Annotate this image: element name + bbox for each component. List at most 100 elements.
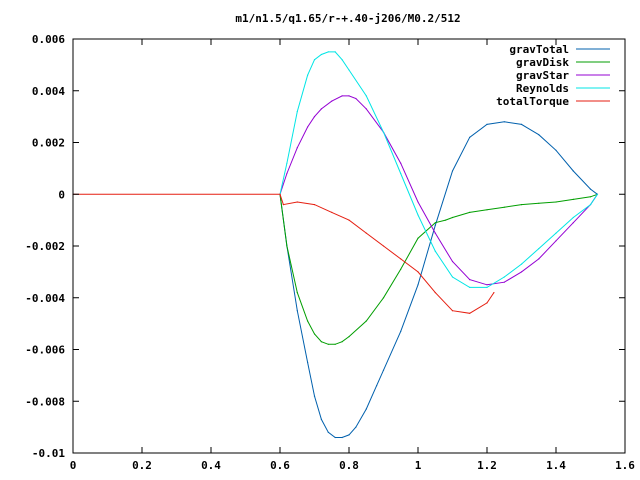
data-point-totalTorque [469, 312, 471, 314]
x-tick-label: 1.2 [477, 459, 497, 472]
data-point-totalTorque [331, 211, 333, 213]
data-point-gravTotal [334, 436, 336, 439]
legend: gravTotalgravDiskgravStarReynoldstotalTo… [496, 43, 610, 108]
data-point-gravDisk [538, 202, 540, 204]
data-point-gravStar [313, 116, 316, 118]
data-point-gravStar [417, 201, 419, 203]
data-point-Reynolds [320, 53, 322, 56]
y-tick-label: 0.002 [32, 137, 65, 150]
data-point-gravStar [365, 108, 367, 110]
x-tick-label: 0.6 [270, 459, 290, 472]
data-point-gravDisk [434, 222, 436, 224]
data-point-gravStar [572, 222, 574, 224]
data-point-gravDisk [451, 216, 454, 219]
y-tick-label: -0.004 [25, 292, 65, 305]
data-point-Reynolds [451, 276, 454, 278]
data-point-gravDisk [348, 336, 350, 338]
data-point-gravStar [341, 95, 343, 97]
data-point-gravDisk [382, 297, 385, 299]
x-tick-label: 1 [415, 459, 422, 472]
data-point-gravDisk [469, 211, 471, 213]
data-point-gravTotal [307, 361, 309, 363]
data-point-gravDisk [589, 196, 592, 198]
y-tick-label: -0.002 [25, 240, 65, 253]
data-point-gravDisk [503, 206, 505, 208]
data-point-totalTorque [486, 302, 488, 304]
data-point-Reynolds [365, 95, 367, 97]
data-point-gravStar [469, 279, 471, 281]
data-point-gravDisk [307, 320, 309, 322]
data-point-totalTorque [400, 258, 402, 260]
data-point-gravTotal [355, 426, 357, 428]
data-point-Reynolds [400, 172, 402, 175]
data-point-gravDisk [296, 292, 298, 294]
data-point-gravStar [486, 284, 488, 286]
data-point-gravDisk [400, 268, 402, 270]
data-point-gravStar [348, 95, 350, 97]
y-tick-label: 0.006 [32, 33, 65, 46]
data-point-gravDisk [327, 343, 329, 345]
x-tick-label: 0 [70, 459, 77, 472]
x-tick-label: 1.6 [615, 459, 635, 472]
series-line-gravDisk [279, 193, 598, 345]
y-tick-label: -0.01 [32, 447, 65, 460]
data-point-gravStar [503, 281, 505, 283]
data-point-gravDisk [486, 209, 488, 211]
data-point-gravStar [538, 258, 540, 260]
data-point-Reynolds [307, 74, 309, 76]
data-point-Reynolds [334, 51, 336, 53]
data-point-totalTorque [348, 219, 350, 221]
data-point-Reynolds [555, 232, 557, 234]
data-point-gravTotal [572, 170, 574, 172]
data-point-gravStar [400, 162, 402, 164]
legend-label-Reynolds: Reynolds [516, 82, 569, 95]
data-point-totalTorque [382, 245, 385, 247]
data-point-gravStar [307, 126, 309, 128]
data-point-gravDisk [445, 219, 447, 221]
axis-layer: 0 0.2 0.4 0.6 0.8 1 1.2 1.4 1.6 -0.01 -0.008 -0.006… [25, 33, 635, 472]
data-point-gravTotal [382, 369, 385, 371]
y-tick-label: -0.008 [25, 395, 65, 408]
data-point-gravStar [434, 232, 436, 234]
data-point-gravStar [555, 240, 557, 242]
data-point-gravTotal [520, 123, 523, 125]
data-point-Reynolds [572, 216, 574, 219]
data-point-gravStar [320, 108, 322, 110]
data-point-Reynolds [520, 263, 523, 265]
data-point-Reynolds [538, 248, 540, 250]
data-point-gravStar [286, 172, 288, 175]
data-point-gravDisk [417, 237, 419, 239]
data-point-Reynolds [417, 214, 419, 216]
data-point-gravTotal [469, 136, 471, 138]
y-tick-label: 0.004 [32, 85, 65, 98]
data-point-gravTotal [434, 224, 436, 226]
data-point-Reynolds [503, 276, 505, 278]
data-point-gravDisk [341, 341, 343, 343]
data-point-Reynolds [286, 162, 288, 164]
data-point-gravTotal [503, 121, 505, 123]
data-point-gravDisk [334, 343, 336, 345]
y-tick-label: 0 [58, 188, 65, 201]
data-point-gravStar [355, 97, 357, 100]
legend-label-gravStar: gravStar [516, 69, 569, 82]
data-point-totalTorque [313, 204, 316, 206]
data-point-gravTotal [417, 284, 419, 286]
y-tick-label: -0.006 [25, 344, 65, 357]
data-point-Reynolds [382, 131, 385, 133]
data-point-gravTotal [296, 310, 298, 312]
data-point-totalTorque [296, 201, 298, 203]
data-point-gravTotal [451, 170, 454, 172]
data-point-totalTorque [417, 271, 419, 273]
data-point-gravTotal [320, 418, 322, 420]
series-line-totalTorque [73, 193, 495, 314]
data-point-Reynolds [596, 193, 599, 195]
data-point-gravTotal [538, 134, 540, 136]
data-point-totalTorque [279, 193, 281, 195]
data-point-Reynolds [486, 286, 488, 288]
legend-label-gravTotal: gravTotal [509, 43, 569, 56]
x-tick-label: 0.4 [201, 459, 221, 472]
data-point-gravDisk [286, 245, 288, 247]
